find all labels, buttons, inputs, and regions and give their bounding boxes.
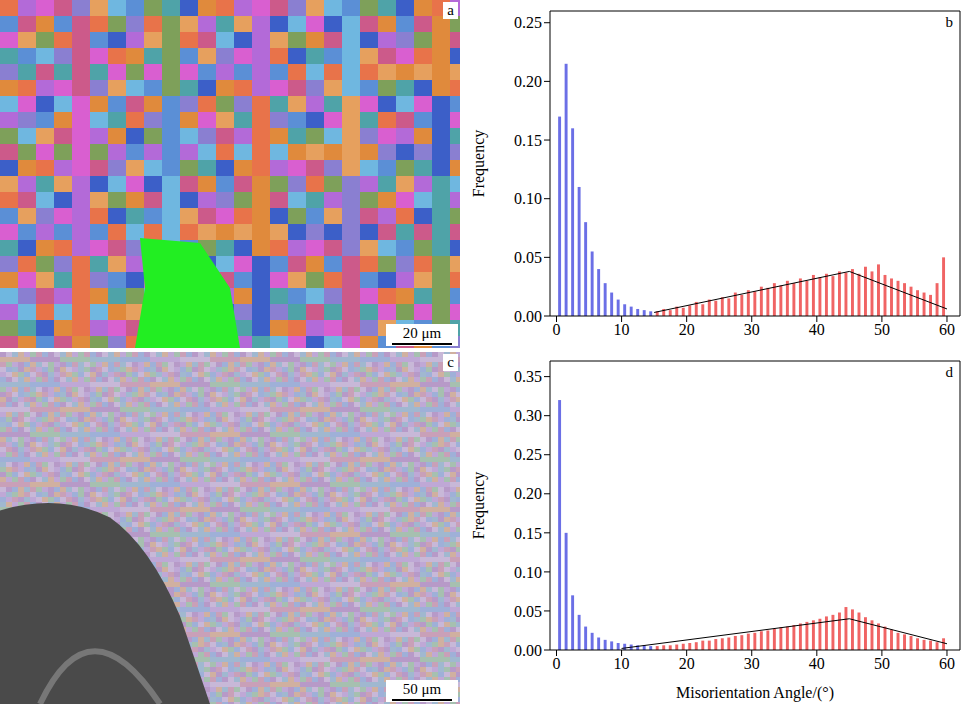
svg-text:20: 20 [679,655,695,672]
svg-text:10: 10 [614,321,630,338]
svg-text:0.15: 0.15 [514,132,542,149]
svg-text:0.10: 0.10 [514,190,542,207]
svg-text:0.30: 0.30 [514,407,542,424]
svg-text:20: 20 [679,321,695,338]
svg-text:0.35: 0.35 [514,368,542,385]
svg-text:0.05: 0.05 [514,249,542,266]
svg-text:0.00: 0.00 [514,642,542,659]
svg-text:0: 0 [553,655,561,672]
svg-text:0.25: 0.25 [514,14,542,31]
svg-text:0.25: 0.25 [514,446,542,463]
html-text:b: b [945,14,953,30]
svg-text:50: 50 [874,321,890,338]
html-text:c: c [447,354,454,370]
svg-text:0.20: 0.20 [514,73,542,90]
svg-text:30: 30 [744,321,760,338]
svg-text:10: 10 [614,655,630,672]
svg-text:60: 60 [939,655,955,672]
svg-text:50: 50 [874,655,890,672]
svg-text:0.15: 0.15 [514,525,542,542]
html-text:50 μm: 50 μm [402,681,442,697]
svg-text:60: 60 [939,321,955,338]
svg-text:30: 30 [744,655,760,672]
svg-text:0.20: 0.20 [514,485,542,502]
svg-text:0: 0 [553,321,561,338]
html-text:20 μm: 20 μm [402,325,442,341]
html-text:d: d [945,364,953,380]
svg-text:Frequency: Frequency [470,472,488,540]
html-text:a: a [447,2,454,18]
svg-text:0.10: 0.10 [514,564,542,581]
svg-text:0.05: 0.05 [514,603,542,620]
svg-text:40: 40 [809,655,825,672]
svg-text:Frequency: Frequency [470,130,488,198]
svg-text:Misorientation Angle/(°): Misorientation Angle/(°) [676,684,834,702]
svg-text:0.00: 0.00 [514,308,542,325]
svg-text:40: 40 [809,321,825,338]
